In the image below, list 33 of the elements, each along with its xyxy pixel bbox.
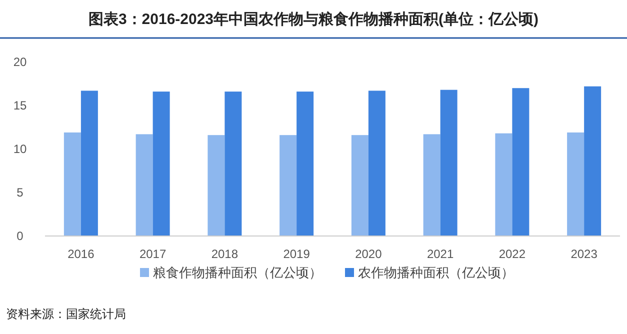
x-tick-label: 2019 — [283, 247, 310, 261]
y-tick-label: 0 — [16, 229, 24, 243]
bar — [208, 135, 225, 236]
bar — [351, 135, 368, 236]
x-tick-label: 2018 — [211, 247, 238, 261]
y-tick-label: 10 — [13, 142, 27, 156]
x-tick-label: 2016 — [68, 247, 95, 261]
bar — [423, 134, 440, 236]
x-tick-label: 2021 — [426, 247, 454, 261]
bar — [567, 132, 584, 236]
bar — [296, 92, 314, 236]
bar — [512, 88, 530, 236]
x-tick-label: 2022 — [498, 247, 526, 261]
legend-label: 农作物播种面积（亿公顷） — [358, 265, 514, 280]
bar — [440, 90, 458, 236]
bar — [136, 134, 153, 236]
chart-title: 图表3：2016-2023年中国农作物与粮食作物播种面积(单位：亿公顷) — [88, 11, 539, 28]
x-tick-label: 2020 — [355, 247, 382, 261]
legend-label: 粮食作物播种面积（亿公顷） — [153, 265, 322, 280]
y-tick-label: 15 — [13, 98, 27, 112]
text: 资料来源：国家统计局 — [6, 307, 126, 321]
bar — [584, 86, 602, 236]
bar — [224, 92, 242, 236]
bar — [64, 132, 81, 236]
bar — [280, 135, 297, 236]
y-tick-label: 5 — [16, 186, 24, 200]
bar — [368, 90, 386, 236]
bar — [80, 90, 98, 236]
bar — [495, 133, 512, 236]
bar — [152, 92, 170, 236]
x-tick-label: 2023 — [570, 247, 598, 261]
y-tick-label: 20 — [13, 55, 27, 69]
x-tick-label: 2017 — [139, 247, 166, 261]
